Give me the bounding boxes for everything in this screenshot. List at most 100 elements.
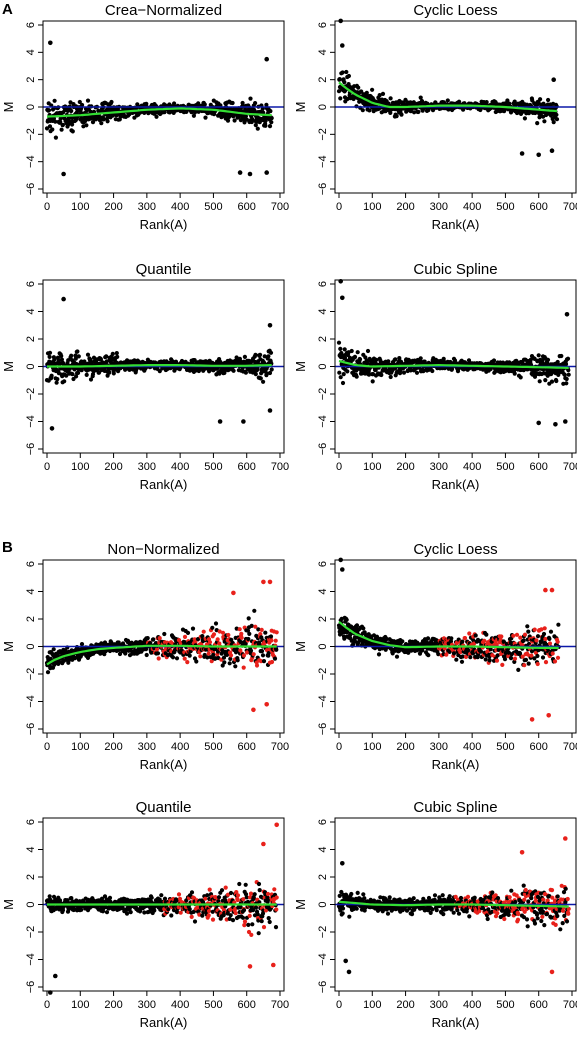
data-point	[255, 126, 260, 131]
y-tick-label: −2	[317, 128, 329, 141]
data-point-highlight	[235, 893, 241, 898]
outlier-point	[546, 713, 551, 718]
outlier-point	[247, 171, 253, 177]
data-point	[109, 99, 114, 105]
data-point	[367, 108, 372, 113]
x-tick-label: 400	[171, 461, 189, 473]
data-point	[258, 376, 263, 381]
data-point	[228, 890, 234, 896]
x-tick-label: 0	[44, 461, 50, 473]
y-tick-label: 4	[25, 588, 37, 594]
data-point	[115, 354, 120, 359]
x-tick-label: 700	[271, 201, 289, 213]
data-point	[261, 379, 266, 384]
data-point	[547, 636, 552, 642]
data-point	[242, 354, 247, 359]
data-point-highlight	[237, 627, 242, 632]
data-point	[460, 639, 465, 644]
data-point-highlight	[198, 654, 203, 659]
data-point	[243, 882, 248, 887]
data-point	[59, 127, 64, 132]
data-point	[149, 895, 154, 900]
data-point	[259, 371, 264, 376]
panel-5: Cyclic Loess01002003004005006007006420−2…	[293, 541, 577, 772]
data-point	[537, 115, 542, 120]
panel-label-b: B	[2, 539, 13, 556]
data-point-highlight	[555, 639, 560, 644]
data-point	[101, 117, 106, 122]
data-point	[356, 85, 361, 90]
data-point-highlight	[254, 663, 260, 668]
data-point	[542, 119, 547, 124]
outlier-point	[48, 40, 53, 46]
data-point	[535, 653, 540, 659]
data-point	[74, 374, 79, 379]
x-tick-label: 500	[496, 201, 514, 213]
data-point	[340, 380, 346, 386]
data-point	[247, 631, 252, 637]
data-point	[393, 357, 398, 362]
data-point	[196, 101, 201, 106]
outlier-point	[536, 420, 541, 426]
data-point	[565, 356, 571, 361]
data-point	[354, 374, 359, 379]
outlier-point	[563, 419, 568, 424]
points	[336, 18, 560, 158]
data-point	[230, 918, 236, 923]
y-axis-label: M	[1, 641, 16, 652]
data-point	[263, 630, 268, 635]
data-point-highlight	[182, 634, 188, 640]
data-point	[64, 373, 69, 378]
data-point	[53, 119, 58, 124]
data-point	[252, 608, 257, 613]
data-point	[213, 621, 219, 626]
trend-line	[47, 364, 272, 368]
data-point	[535, 634, 541, 639]
x-tick-label: 200	[104, 461, 122, 473]
data-point	[459, 659, 465, 664]
x-tick-label: 500	[204, 201, 222, 213]
data-point	[512, 371, 517, 376]
data-point	[114, 351, 119, 356]
outlier-point	[267, 579, 273, 585]
data-point	[80, 102, 85, 108]
y-tick-label: 4	[317, 49, 329, 55]
data-point	[508, 656, 514, 661]
data-point	[191, 113, 196, 118]
data-point	[59, 357, 64, 362]
y-tick-label: 2	[25, 77, 37, 83]
data-point-highlight	[532, 627, 537, 632]
data-point-highlight	[274, 630, 279, 635]
y-tick-label: 2	[25, 336, 37, 342]
data-point	[99, 121, 104, 126]
data-point	[264, 102, 269, 107]
data-point	[169, 913, 174, 918]
data-point-highlight	[241, 653, 247, 658]
data-point-highlight	[247, 913, 252, 919]
data-point	[366, 372, 372, 377]
data-point-highlight	[550, 651, 555, 656]
data-point	[400, 639, 405, 644]
data-point	[59, 353, 64, 359]
x-tick-label: 500	[496, 741, 514, 753]
data-point	[231, 368, 236, 373]
data-point	[190, 626, 196, 631]
data-point	[545, 357, 551, 362]
data-point	[227, 661, 232, 666]
data-point	[268, 350, 274, 355]
data-point	[380, 91, 386, 96]
data-point	[541, 101, 546, 106]
data-point-highlight	[265, 891, 271, 897]
data-point	[240, 915, 246, 920]
data-point	[563, 362, 569, 367]
data-point	[344, 617, 349, 622]
data-point	[418, 356, 423, 361]
x-tick-label: 300	[138, 461, 156, 473]
y-tick-label: 2	[317, 616, 329, 622]
data-point-highlight	[269, 638, 274, 643]
y-tick-label: −4	[317, 415, 329, 428]
data-point	[536, 353, 541, 358]
